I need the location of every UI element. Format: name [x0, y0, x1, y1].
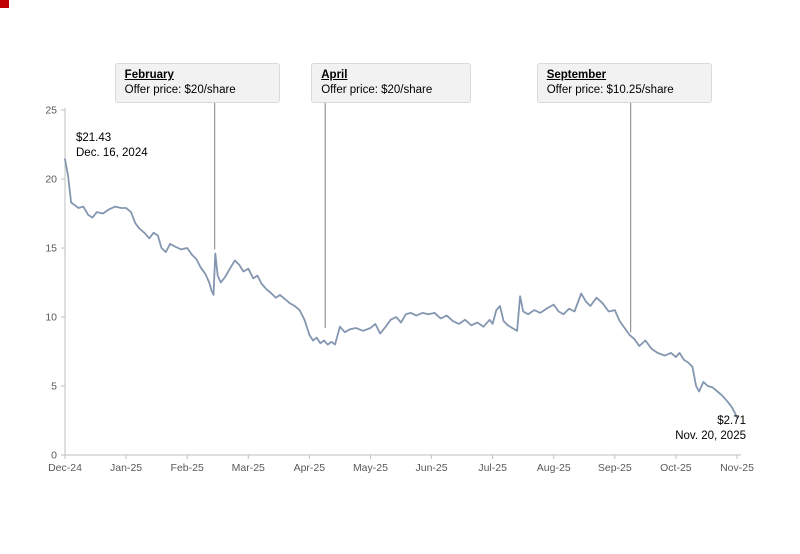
end-point-price: $2.71: [717, 415, 746, 427]
svg-text:May-25: May-25: [353, 462, 388, 474]
callout-april-text: Offer price: $20/share: [321, 84, 433, 96]
callout-september-text: Offer price: $10.25/share: [546, 84, 674, 96]
callout-april: April Offer price: $20/share: [311, 63, 472, 103]
start-point-price: $21.43: [76, 132, 112, 144]
svg-text:25: 25: [45, 105, 57, 117]
callout-september: September Offer price: $10.25/share: [536, 63, 712, 103]
svg-text:Sep-25: Sep-25: [598, 462, 632, 474]
svg-text:Apr-25: Apr-25: [294, 462, 326, 474]
callout-february-text: Offer price: $20/share: [124, 84, 236, 96]
end-point-label: $2.71 Nov. 20, 2025: [590, 414, 746, 444]
callout-april-title: April: [321, 69, 348, 81]
svg-text:5: 5: [51, 381, 57, 393]
svg-text:20: 20: [45, 174, 57, 186]
end-point-date: Nov. 20, 2025: [675, 430, 746, 442]
svg-text:Jun-25: Jun-25: [415, 462, 447, 474]
start-point-label: $21.43 Dec. 16, 2024: [76, 131, 148, 161]
svg-text:Aug-25: Aug-25: [537, 462, 571, 474]
svg-text:10: 10: [45, 312, 57, 324]
svg-text:Feb-25: Feb-25: [171, 462, 204, 474]
svg-text:15: 15: [45, 243, 57, 255]
callout-february-title: February: [124, 69, 174, 81]
svg-text:Jan-25: Jan-25: [110, 462, 142, 474]
svg-text:Nov-25: Nov-25: [720, 462, 754, 474]
svg-text:0: 0: [51, 450, 57, 462]
svg-text:Jul-25: Jul-25: [478, 462, 507, 474]
svg-text:Mar-25: Mar-25: [232, 462, 265, 474]
corner-marker: [0, 0, 9, 8]
callout-february: February Offer price: $20/share: [114, 63, 280, 103]
svg-text:Dec-24: Dec-24: [48, 462, 82, 474]
start-point-date: Dec. 16, 2024: [76, 147, 148, 159]
callout-september-title: September: [546, 69, 607, 81]
svg-text:Oct-25: Oct-25: [660, 462, 692, 474]
